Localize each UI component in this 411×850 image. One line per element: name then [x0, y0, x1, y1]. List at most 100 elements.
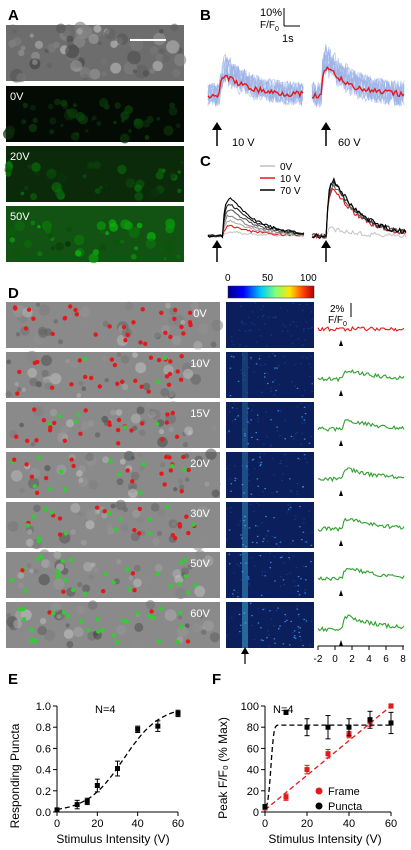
- texture-blob: [34, 40, 44, 50]
- heatmap-pixel: [246, 465, 248, 467]
- responding-punctum: [59, 469, 64, 474]
- texture-blob: [63, 629, 74, 639]
- texture-blob: [53, 578, 65, 590]
- texture-blob: [44, 227, 52, 234]
- texture-blob: [46, 62, 52, 69]
- responding-punctum: [120, 618, 126, 623]
- texture-blob: [102, 456, 110, 464]
- heatmap-pixel: [245, 545, 247, 548]
- texture-blob: [133, 578, 142, 588]
- trace-line: [317, 467, 405, 483]
- nonresponding-punctum: [24, 462, 29, 467]
- image-label-0v: 0V: [10, 91, 24, 103]
- data-point: [84, 798, 90, 804]
- responding-punctum: [36, 455, 42, 461]
- heatmap-pixel: [237, 524, 240, 526]
- texture-blob: [14, 438, 19, 443]
- responding-punctum: [48, 486, 53, 491]
- heatmap-pixel: [251, 459, 254, 461]
- texture-blob: [191, 622, 202, 633]
- texture-blob: [76, 393, 82, 398]
- texture-blob: [50, 373, 62, 385]
- responding-punctum: [107, 510, 112, 516]
- texture-blob: [145, 600, 156, 610]
- texture-blob: [174, 53, 187, 67]
- texture-blob: [129, 638, 138, 648]
- texture-blob: [70, 503, 81, 513]
- responding-punctum: [100, 627, 105, 633]
- texture-blob: [130, 253, 137, 260]
- heatmap: [226, 552, 314, 598]
- heatmap-pixel: [264, 608, 266, 610]
- responding-punctum: [162, 355, 167, 361]
- heatmap-pixel: [282, 324, 285, 326]
- data-point: [262, 804, 268, 810]
- heatmap-pixel: [258, 329, 260, 331]
- responding-punctum: [25, 523, 31, 528]
- texture-blob: [184, 477, 190, 482]
- heatmap-pixel: [304, 589, 306, 591]
- heatmap-pixel: [251, 410, 253, 412]
- texture-blob: [195, 550, 206, 561]
- texture-blob: [175, 123, 181, 129]
- texture-blob: [18, 49, 25, 57]
- heatmap-pixel: [241, 571, 244, 573]
- heatmap-response-band: [242, 602, 248, 648]
- nonresponding-punctum: [146, 389, 151, 394]
- heatmap-pixel: [228, 553, 230, 555]
- heatmap-pixel: [284, 621, 286, 623]
- responding-punctum: [76, 412, 81, 418]
- nonresponding-punctum: [149, 609, 154, 614]
- heatmap-pixel: [304, 541, 306, 543]
- heatmap-pixel: [301, 432, 303, 434]
- responding-punctum: [57, 413, 63, 419]
- heatmap-pixel: [226, 538, 228, 540]
- heatmap-pixel: [237, 591, 239, 593]
- heatmap-pixel: [241, 322, 244, 325]
- heatmap-pixel: [251, 322, 253, 324]
- responding-punctum: [29, 638, 34, 643]
- heatmap-pixel: [296, 608, 299, 610]
- texture-blob: [59, 613, 67, 621]
- nonresponding-punctum: [162, 482, 167, 487]
- texture-blob: [164, 609, 177, 621]
- heatmap-pixel: [297, 338, 300, 340]
- row-voltage-label: 15V: [190, 408, 210, 420]
- heatmap-pixel: [298, 631, 301, 633]
- texture-blob: [25, 538, 34, 547]
- texture-blob: [199, 614, 204, 619]
- heatmap-pixel: [238, 565, 240, 567]
- heatmap-pixel: [282, 473, 284, 475]
- nonresponding-punctum: [115, 427, 121, 433]
- texture-blob: [29, 568, 34, 574]
- nonresponding-punctum: [167, 371, 173, 377]
- heatmap-pixel: [293, 580, 295, 582]
- nonresponding-punctum: [184, 514, 189, 519]
- texture-blob: [39, 617, 47, 625]
- texture-blob: [120, 355, 130, 364]
- texture-blob: [17, 387, 22, 392]
- responding-punctum: [66, 613, 71, 619]
- texture-blob: [41, 355, 52, 366]
- responding-punctum: [169, 463, 175, 469]
- texture-blob: [130, 471, 140, 481]
- responding-punctum: [62, 487, 68, 492]
- texture-blob: [116, 352, 122, 357]
- responding-punctum: [95, 616, 100, 622]
- heatmap-pixel: [266, 637, 268, 639]
- panel-d-row: 60V: [6, 600, 405, 648]
- colorbar-tick-50: 50: [262, 273, 274, 284]
- responding-punctum: [62, 578, 68, 583]
- nonresponding-punctum: [159, 310, 164, 315]
- heatmap-pixel: [301, 356, 304, 358]
- texture-blob: [88, 480, 98, 490]
- x-tick-label: 20: [91, 818, 103, 830]
- heatmap-pixel: [311, 383, 313, 385]
- heatmap-pixel: [303, 419, 306, 421]
- axis-label-y-e: Responding Puncta: [8, 723, 22, 828]
- nonresponding-punctum: [148, 355, 154, 360]
- heatmap-pixel: [244, 323, 247, 325]
- texture-blob: [44, 45, 49, 50]
- texture-blob: [70, 60, 82, 72]
- heatmap-pixel: [276, 430, 279, 432]
